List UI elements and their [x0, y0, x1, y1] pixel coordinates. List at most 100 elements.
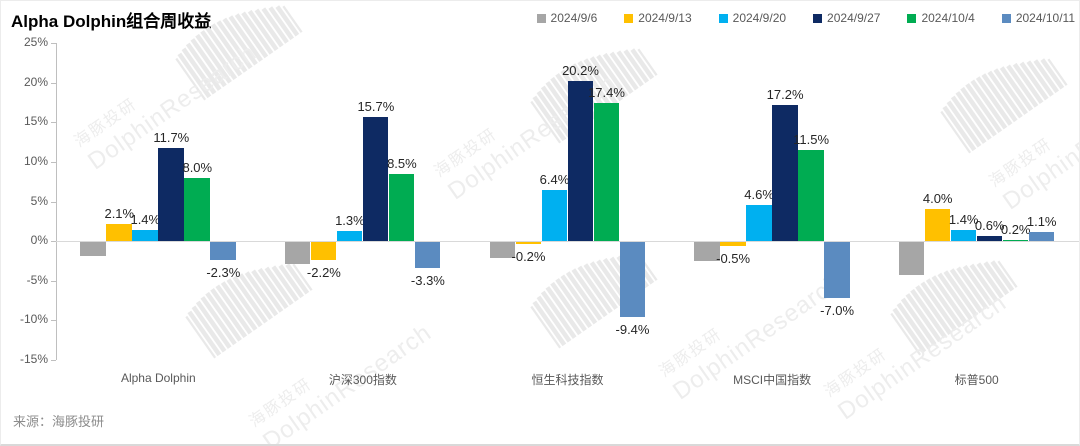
bar-value-label: 20.2%: [562, 63, 599, 79]
watermark-text: 海豚投研 DolphinResearch: [821, 288, 1012, 426]
legend-item: 2024/9/27: [813, 11, 880, 25]
bar: [284, 242, 311, 264]
bar-value-label: -3.3%: [410, 273, 445, 289]
bar: [619, 242, 645, 317]
bar-value-label: 17.4%: [588, 85, 625, 101]
bar: [515, 242, 541, 244]
bar: [924, 209, 951, 242]
bar: [694, 242, 720, 262]
legend-item: 2024/9/20: [718, 11, 787, 25]
bar: [567, 81, 593, 242]
bar-value-label: 0.2%: [1000, 221, 1031, 237]
bar: [976, 236, 1003, 242]
legend-swatch: [624, 13, 634, 23]
bar-value-label: 4.6%: [744, 186, 774, 202]
zero-gridline: [56, 241, 1079, 243]
y-tick-label: 10%: [23, 153, 48, 168]
bar: [1028, 232, 1055, 242]
y-tick-mark: [51, 82, 56, 84]
x-category-label: 沪深300指数: [328, 373, 397, 387]
bar: [210, 242, 236, 261]
bar: [798, 149, 824, 242]
bar: [720, 242, 746, 247]
x-category-label: 恒生科技指数: [531, 373, 604, 387]
x-category-label: MSCI中国指数: [733, 373, 812, 387]
bar: [824, 242, 850, 298]
x-category-label: Alpha Dolphin: [120, 371, 196, 385]
legend-swatch: [907, 13, 917, 23]
y-tick-mark: [51, 360, 56, 361]
bar: [158, 148, 184, 242]
legend-label: 2024/9/20: [732, 11, 787, 25]
y-tick-mark: [51, 280, 56, 282]
x-category-label: 标普500: [954, 373, 999, 387]
y-tick-label: 20%: [23, 74, 48, 89]
y-tick-mark: [51, 201, 56, 203]
y-tick-label: 5%: [30, 193, 48, 208]
bar: [950, 230, 977, 242]
bar-value-label: 15.7%: [357, 98, 395, 114]
bar: [898, 242, 925, 276]
legend-swatch: [813, 13, 823, 23]
bar-value-label: 4.0%: [922, 191, 953, 207]
bar: [106, 224, 132, 242]
legend-item: 2024/10/4: [907, 11, 975, 25]
bar: [772, 104, 798, 242]
bar: [593, 103, 619, 242]
bar: [388, 173, 415, 242]
bar: [414, 242, 441, 269]
legend: 2024/9/6 2024/9/13 2024/9/20 2024/9/27 2024/…: [536, 11, 1075, 25]
source-note: 来源：海豚投研: [13, 414, 105, 429]
bar-value-label: 8.0%: [182, 159, 213, 175]
bar-value-label: -0.5%: [716, 251, 751, 267]
bar: [1002, 239, 1029, 242]
bar-value-label: -9.4%: [615, 321, 650, 337]
bar-value-label: -7.0%: [820, 302, 855, 318]
bar: [80, 242, 106, 257]
y-tick-label: -15%: [19, 352, 48, 366]
legend-item: 2024/10/11: [1001, 11, 1075, 25]
bar-value-label: 8.5%: [387, 155, 417, 171]
y-tick-label: -5%: [26, 272, 48, 287]
bar: [310, 242, 337, 260]
watermark-text: 海豚投研 DolphinResearch: [986, 78, 1080, 216]
legend-swatch: [718, 13, 728, 23]
legend-label: 2024/10/4: [921, 11, 975, 25]
watermark-barcode-logo: [936, 37, 1070, 157]
y-tick-mark: [51, 241, 56, 243]
bar: [746, 204, 772, 242]
bar-value-label: 11.7%: [153, 130, 190, 146]
bar: [362, 116, 389, 242]
legend-label: 2024/10/11: [1015, 11, 1075, 25]
bar: [489, 242, 515, 258]
bar: [336, 230, 363, 242]
y-tick-label: 25%: [23, 35, 48, 49]
legend-label: 2024/9/6: [550, 11, 598, 25]
bar-value-label: -0.2%: [511, 248, 546, 264]
y-tick-mark: [51, 161, 56, 163]
y-tick-label: -10%: [19, 312, 48, 327]
legend-swatch: [536, 13, 546, 23]
y-tick-mark: [51, 43, 56, 44]
y-tick-label: 0%: [30, 233, 48, 248]
bar-value-label: 1.4%: [948, 212, 979, 228]
bar: [184, 177, 210, 242]
bar-value-label: -2.3%: [206, 265, 241, 281]
y-tick-mark: [51, 320, 56, 322]
y-axis-line: [56, 43, 57, 360]
bar-value-label: 17.2%: [766, 86, 804, 102]
bar-value-label: 1.3%: [335, 212, 365, 228]
bar-value-label: 6.4%: [539, 172, 570, 188]
y-tick-mark: [51, 122, 56, 124]
chart-title: Alpha Dolphin组合周收益: [11, 12, 212, 31]
bar-value-label: -2.2%: [306, 264, 341, 280]
legend-item: 2024/9/13: [624, 11, 692, 25]
legend-label: 2024/9/13: [638, 11, 692, 25]
bar: [541, 190, 567, 242]
bar-value-label: 1.4%: [130, 212, 161, 228]
bar-value-label: 11.5%: [793, 131, 830, 147]
legend-label: 2024/9/27: [827, 11, 881, 25]
legend-item: 2024/9/6: [536, 11, 598, 25]
bar-value-label: 1.1%: [1026, 214, 1057, 230]
